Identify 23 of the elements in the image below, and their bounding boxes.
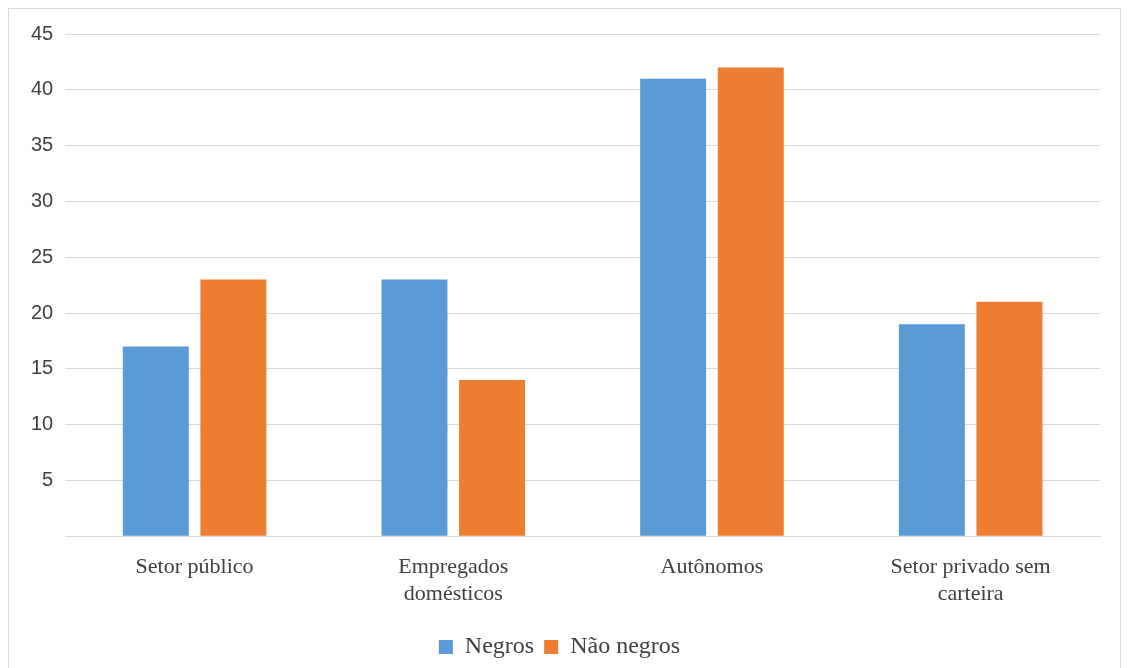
y-tick-label: 45 xyxy=(31,21,54,44)
y-tick-label: 35 xyxy=(31,133,54,156)
y-tick-label: 10 xyxy=(31,412,54,435)
bar xyxy=(200,279,267,536)
y-tick-label: 20 xyxy=(31,300,54,323)
bar xyxy=(976,301,1043,536)
y-tick-label: 15 xyxy=(31,356,54,379)
bar xyxy=(381,279,448,536)
y-tick-label: 40 xyxy=(31,77,54,100)
bar xyxy=(459,379,526,536)
y-tick-label: 5 xyxy=(42,467,54,490)
x-tick-label: Autônomos xyxy=(660,553,764,579)
bar xyxy=(640,78,707,536)
bar xyxy=(717,67,784,536)
bar xyxy=(898,324,965,536)
y-tick-label: 30 xyxy=(31,188,54,211)
x-tick-label: Setor público xyxy=(135,553,254,579)
y-tick-label: 25 xyxy=(31,244,54,267)
legend-label: Não negros xyxy=(570,632,681,659)
x-tick-label: Empregados domésticos xyxy=(398,553,509,605)
x-tick-label: Setor privado sem carteira xyxy=(890,553,1051,605)
legend-label: Negros xyxy=(464,632,535,659)
bar xyxy=(122,346,189,536)
